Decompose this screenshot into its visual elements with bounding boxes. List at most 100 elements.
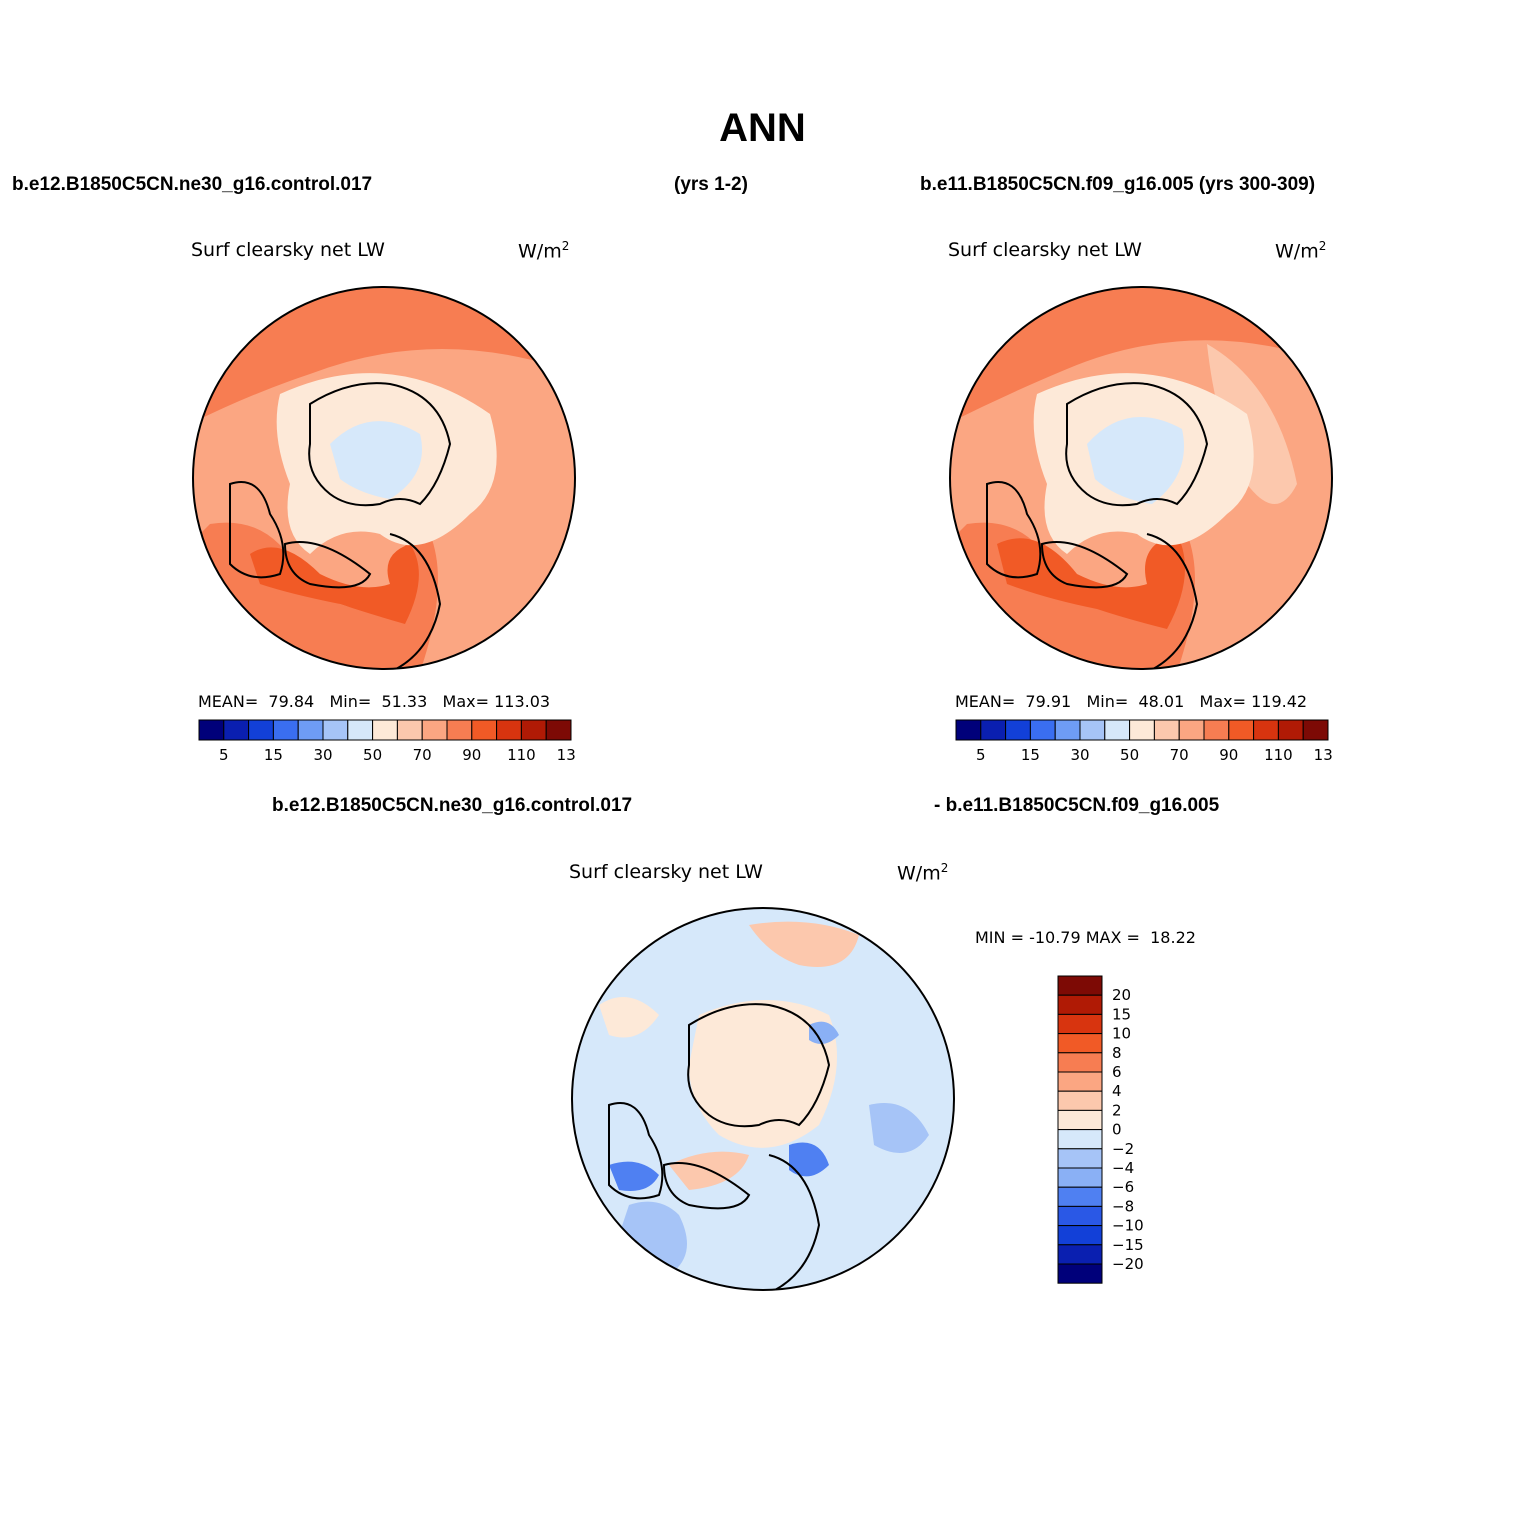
diff-colorbar-box bbox=[1057, 1033, 1103, 1054]
panel1-colorbar-box bbox=[347, 719, 374, 741]
panel1-max-value: 113.03 bbox=[494, 692, 551, 711]
panel2-mean-label: MEAN= bbox=[955, 692, 1016, 711]
panel2-colorbar-box bbox=[955, 719, 982, 741]
panel2-variable-title: Surf clearsky net LW bbox=[948, 239, 1142, 261]
panel1-min-label: Min= bbox=[329, 692, 372, 711]
diff-colorbar-label: 10 bbox=[1112, 1025, 1131, 1043]
panel1-colorbar-box bbox=[496, 719, 522, 741]
panel1-colorbar-label: 50 bbox=[363, 746, 382, 764]
panel1-variable-title: Surf clearsky net LW bbox=[191, 239, 385, 261]
panel2-colorbar-label: 70 bbox=[1170, 746, 1189, 764]
diff-colorbar-box bbox=[1057, 1052, 1103, 1073]
panel1-map bbox=[192, 286, 576, 670]
panel1-colorbar-box bbox=[322, 719, 349, 741]
panel1-colorbar-label: 110 bbox=[507, 746, 536, 764]
diff-colorbar-box bbox=[1057, 994, 1103, 1015]
panel2-colorbar-box bbox=[1104, 719, 1131, 741]
diff-colorbar-label: −20 bbox=[1112, 1255, 1144, 1273]
panel1-colorbar-box bbox=[272, 719, 299, 741]
panel1-colorbar-box bbox=[396, 719, 423, 741]
diff-colorbar-box bbox=[1057, 1129, 1103, 1150]
diff-max-label: MAX = bbox=[1085, 928, 1140, 947]
panel2-colorbar-box bbox=[1029, 719, 1056, 741]
panel2-colorbar-label: 50 bbox=[1120, 746, 1139, 764]
panel2-colorbar-box bbox=[1129, 719, 1155, 741]
diff-colorbar-label: −8 bbox=[1112, 1197, 1134, 1215]
panel1-colorbar-box bbox=[471, 719, 498, 741]
diff-units: W/m2 bbox=[897, 861, 949, 885]
diff-colorbar-label: 6 bbox=[1112, 1063, 1122, 1081]
panel2-max-value: 119.42 bbox=[1251, 692, 1308, 711]
panel2-stats: MEAN= 79.91 Min= 48.01 Max= 119.42 bbox=[955, 692, 1307, 711]
panel2-colorbar-box bbox=[1228, 719, 1255, 741]
panel2-colorbar-box bbox=[1054, 719, 1081, 741]
panel2-map bbox=[949, 286, 1333, 670]
diff-colorbar-box bbox=[1057, 1167, 1103, 1188]
panel1-colorbar-label: 90 bbox=[462, 746, 481, 764]
panel1-colorbar-box bbox=[421, 719, 448, 741]
panel2-colorbar-box bbox=[980, 719, 1007, 741]
panel1-mean-label: MEAN= bbox=[198, 692, 259, 711]
panel2-colorbar-box bbox=[1153, 719, 1180, 741]
panel2-colorbar-box bbox=[1277, 719, 1304, 741]
panel1-mean-value: 79.84 bbox=[268, 692, 315, 711]
panel2-mean-value: 79.91 bbox=[1025, 692, 1072, 711]
panel1-units: W/m2 bbox=[518, 239, 570, 263]
panel1-max-label: Max= bbox=[442, 692, 490, 711]
diff-min-value: -10.79 bbox=[1029, 928, 1081, 947]
panel2-colorbar-label: 15 bbox=[1021, 746, 1040, 764]
panel1-colorbar-box bbox=[520, 719, 547, 741]
panel1-colorbar-box bbox=[297, 719, 324, 741]
panel2-colorbar-box bbox=[1253, 719, 1279, 741]
diff-colorbar-label: −10 bbox=[1112, 1217, 1144, 1235]
panel1-colorbar-box bbox=[248, 719, 274, 741]
diff-colorbar-box bbox=[1057, 1263, 1103, 1284]
diff-map bbox=[571, 907, 955, 1291]
panel1-colorbar: 5 15 30 50 70 90 110 130 bbox=[198, 719, 575, 764]
diff-colorbar-label: −6 bbox=[1112, 1178, 1134, 1196]
panel1-stats: MEAN= 79.84 Min= 51.33 Max= 113.03 bbox=[198, 692, 550, 711]
diff-colorbar-label: −15 bbox=[1112, 1236, 1144, 1254]
diff-colorbar-box bbox=[1057, 975, 1103, 996]
panel2-max-label: Max= bbox=[1199, 692, 1247, 711]
panel2-min-label: Min= bbox=[1086, 692, 1129, 711]
diff-colorbar-box bbox=[1057, 1148, 1103, 1169]
panel2-units: W/m2 bbox=[1275, 239, 1327, 263]
panel2-colorbar-label: 30 bbox=[1070, 746, 1089, 764]
panel2-colorbar-label: 5 bbox=[976, 746, 986, 764]
diff-colorbar-label: −4 bbox=[1112, 1159, 1134, 1177]
panel1-colorbar-label: 30 bbox=[313, 746, 332, 764]
panel1-colorbar-label: 70 bbox=[413, 746, 432, 764]
panel2-min-value: 48.01 bbox=[1138, 692, 1185, 711]
case1-years-label: (yrs 1-2) bbox=[674, 174, 748, 195]
diff-min-label: MIN = bbox=[975, 928, 1024, 947]
panel2-colorbar-label: 110 bbox=[1264, 746, 1293, 764]
diff-colorbar-label: 4 bbox=[1112, 1082, 1122, 1100]
panel1-colorbar-label: 15 bbox=[264, 746, 283, 764]
diff-variable-title: Surf clearsky net LW bbox=[569, 861, 763, 883]
diff-case-left-label: b.e12.B1850C5CN.ne30_g16.control.017 bbox=[272, 795, 633, 816]
diff-colorbar-box bbox=[1057, 1013, 1103, 1035]
panel1-colorbar-label: 130 bbox=[557, 746, 575, 764]
diff-colorbar-box bbox=[1057, 1109, 1103, 1131]
diff-colorbar-box bbox=[1057, 1205, 1103, 1227]
panel1-min-value: 51.33 bbox=[381, 692, 428, 711]
panel2-colorbar-box bbox=[1302, 719, 1329, 741]
diff-max-value: 18.22 bbox=[1150, 928, 1196, 947]
diff-case-right-label: - b.e11.B1850C5CN.f09_g16.005 bbox=[934, 795, 1220, 816]
panel1-colorbar-box bbox=[545, 719, 572, 741]
diff-stats: MIN = -10.79 MAX = 18.22 bbox=[975, 928, 1196, 947]
case2-label: b.e11.B1850C5CN.f09_g16.005 (yrs 300-309… bbox=[920, 174, 1316, 195]
diff-colorbar-label: 8 bbox=[1112, 1044, 1122, 1062]
diff-colorbar-label: 20 bbox=[1112, 986, 1131, 1004]
diff-colorbar-box bbox=[1057, 1244, 1103, 1265]
diff-colorbar-box bbox=[1057, 1090, 1103, 1111]
diff-colorbar-label: 0 bbox=[1112, 1121, 1122, 1139]
panel2-colorbar-box bbox=[1079, 719, 1106, 741]
panel1-colorbar-label: 5 bbox=[219, 746, 229, 764]
panel2-colorbar: 5 15 30 50 70 90 110 130 bbox=[955, 719, 1332, 764]
main-title: ANN bbox=[719, 106, 806, 150]
diff-colorbar-box bbox=[1057, 1071, 1103, 1092]
panel2-colorbar-label: 130 bbox=[1314, 746, 1332, 764]
